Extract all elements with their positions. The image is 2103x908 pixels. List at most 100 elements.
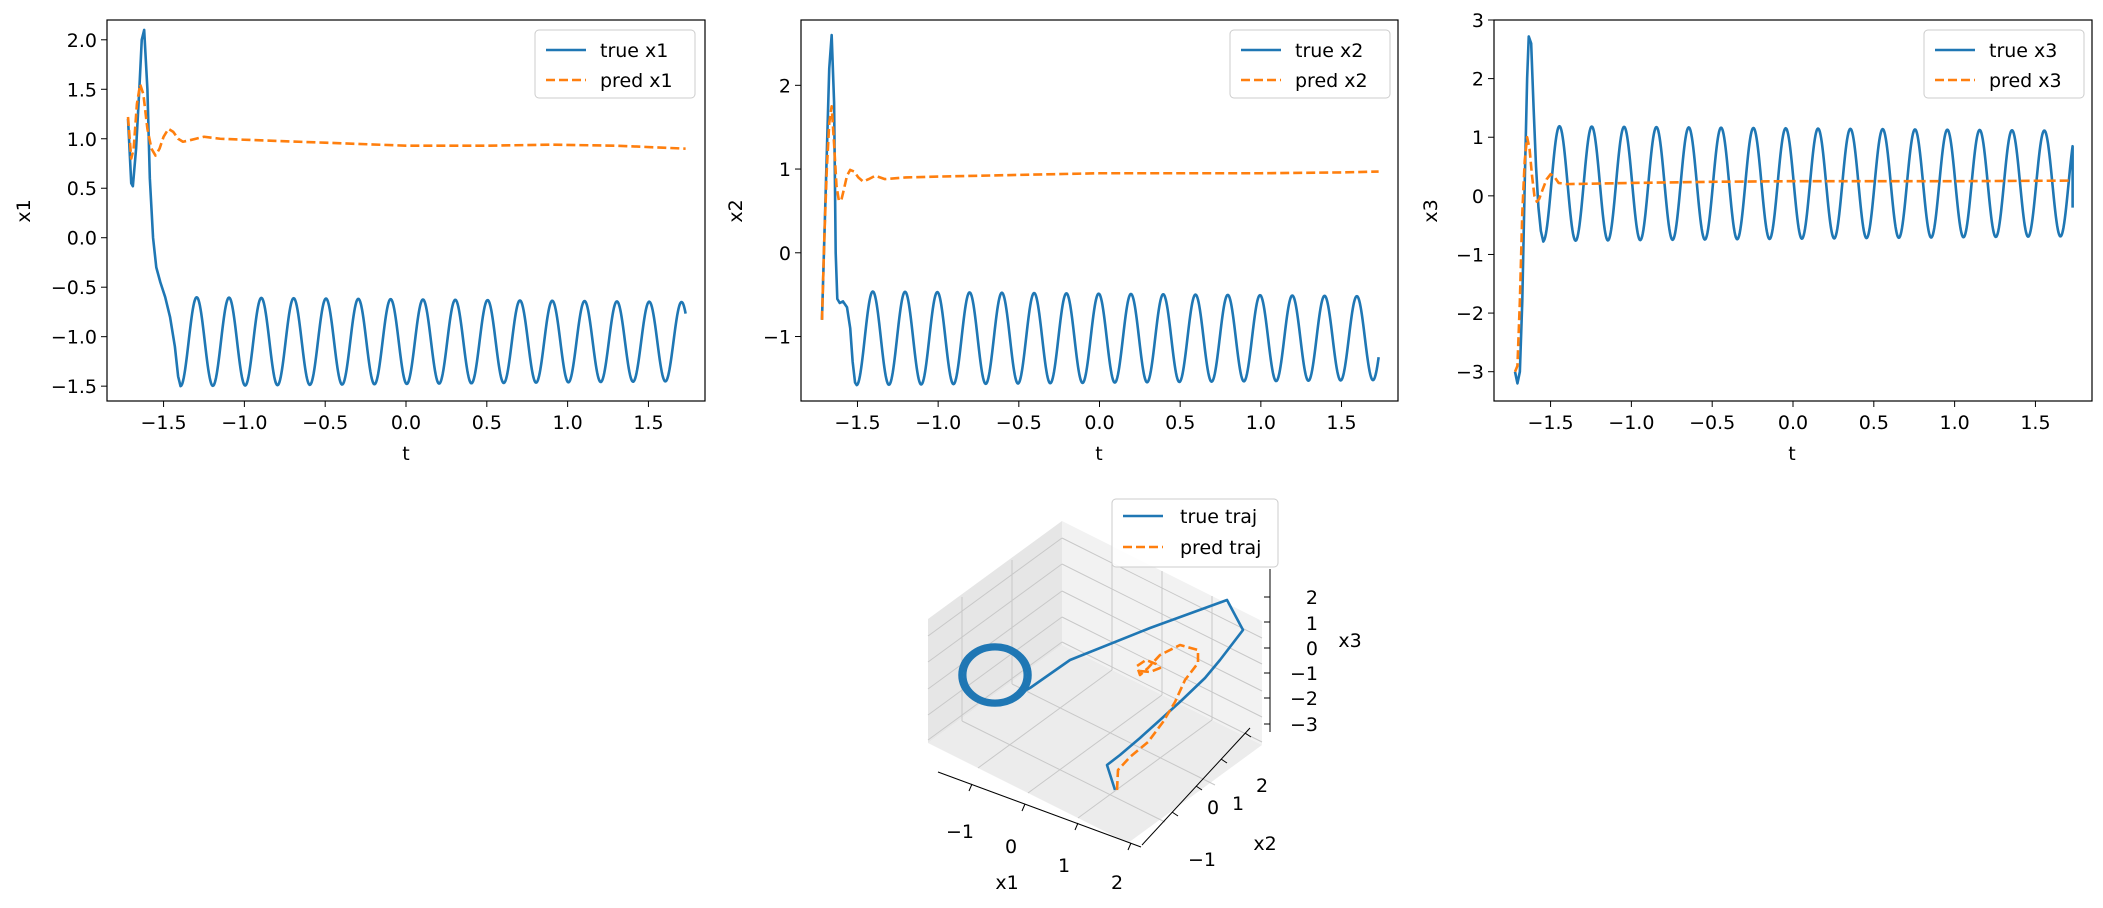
grid-lines [927,537,1263,823]
true-limit-cycle [963,647,1027,703]
x-tick-label: −1.5 [140,412,186,434]
grid-line [927,641,1063,741]
x2-axis-label: x2 [1253,833,1276,855]
y-tick-label: −3 [1456,362,1484,384]
x1-tick [1021,803,1026,812]
y-tick-label: 3 [1472,10,1484,32]
legend: true x1 pred x1 [534,29,696,99]
x3-tick-label: 1 [1306,613,1318,635]
x-tick-label: 1.0 [553,412,583,434]
x1-tick-label: 1 [1058,855,1070,877]
subplot-x3: −1.5 −1.0 −0.5 0.0 0.5 1.0 1.5 −3 −2 −1 0 1 2 3 t x3… [1420,10,2093,465]
x3-tick-label: −3 [1290,714,1318,736]
grid-line [927,590,1063,690]
y-tick-label: 1.0 [67,129,97,151]
grid-line [1077,719,1213,819]
y-tick-label: 1.5 [67,79,97,101]
legend: true traj pred traj [1111,498,1279,568]
true-transient-path [1007,598,1245,791]
y-tick-label: 0.5 [67,178,97,200]
y-tick-label: 1 [779,159,791,181]
x-tick-label: 0.0 [1084,412,1114,434]
x-tick-label: 0.0 [1778,412,1808,434]
y-tick-label: 0 [1472,186,1484,208]
grid-line [1027,694,1163,794]
x2-tick [1195,785,1203,791]
legend: true x3 pred x3 [1923,29,2085,99]
y-axis-label: x3 [1420,199,1442,222]
grid-line [961,720,1166,823]
x-axis-label: t [402,443,409,465]
x2-tick [1244,732,1252,738]
legend-pred-label: pred x3 [1989,70,2062,92]
true-series-line [126,28,687,388]
y-tick-label: 2.0 [67,30,97,52]
y-tick-label: −0.5 [51,277,97,299]
x-tick-label: −1.5 [1527,412,1573,434]
x-axis-label: t [1095,443,1102,465]
legend-true-label: true x1 [600,40,668,62]
x3-axis-label: x3 [1338,630,1361,652]
grid-line [1011,683,1216,786]
y-tick-label: −1 [1456,244,1484,266]
legend-true-label: true x2 [1295,40,1363,62]
x1-tick-label: −1 [946,821,974,843]
x1-tick [968,783,973,792]
subplot-x1: −1.5 −1.0 −0.5 0.0 0.5 1.0 1.5 −1.5 −1.0 −0.5 0.0… [13,19,706,465]
subplot-3d-trajectory: −1 0 1 2 x1 −1 0 1 2 x2 2 1 0 −1 −2 −3 x… [927,498,1362,894]
x-tick-label: 1.0 [1940,412,1970,434]
y-tick-label: −1.5 [51,376,97,398]
y-tick-label: 0 [779,243,791,265]
pred-trajectory [1115,643,1200,791]
true-series-line [820,33,1380,387]
x-tick-label: 0.5 [1859,412,1889,434]
y-axis-label: x2 [725,199,747,222]
x1-axis-label: x1 [995,872,1018,894]
x3-tick-label: −1 [1290,663,1318,685]
x-tick-label: −1.0 [1608,412,1654,434]
x-tick-label: 0.5 [472,412,502,434]
x-tick-label: 1.5 [2020,412,2050,434]
y-tick-label: 2 [1472,69,1484,91]
pred-series-line [1513,135,2073,373]
x3-tick-label: 0 [1306,638,1318,660]
x2-tick-label: −1 [1188,849,1216,871]
x-tick-label: 0.5 [1165,412,1195,434]
y-tick-label: 1 [1472,127,1484,149]
x-tick-label: −0.5 [996,412,1042,434]
legend-pred-label: pred x1 [600,70,673,92]
grid-line [927,537,1063,637]
legend-pred-label: pred x2 [1295,70,1368,92]
x-tick-label: 1.5 [633,412,663,434]
y-tick-label: −2 [1456,303,1484,325]
grid-line [1061,616,1263,718]
pred-series-line [126,83,686,160]
x1-tick-label: 2 [1111,872,1123,894]
x-tick-label: 1.0 [1246,412,1276,434]
x2-tick [1220,758,1228,764]
x3-tick-label: −2 [1290,688,1318,710]
x1-tick [1074,822,1079,831]
x-tick-label: 1.5 [1326,412,1356,434]
legend-true-label: true traj [1180,506,1257,528]
grid-line [1061,537,1263,639]
x2-tick-label: 1 [1232,793,1244,815]
x-tick-label: 0.0 [391,412,421,434]
x1-tick-label: 0 [1005,836,1017,858]
x2-tick-label: 0 [1207,797,1219,819]
true-trajectory [958,598,1245,791]
x-tick-label: −1.5 [834,412,880,434]
x-axis-label: t [1788,443,1795,465]
x-tick-label: −0.5 [1689,412,1735,434]
grid-line [1061,590,1263,692]
legend-true-label: true x3 [1989,40,2057,62]
x-tick-label: −0.5 [302,412,348,434]
true-limit-cycle [958,643,1032,707]
grid-line [927,616,1063,716]
subplot-x2: −1.5 −1.0 −0.5 0.0 0.5 1.0 1.5 −1 0 1 2 t x2 true… [725,19,1399,465]
x-tick-label: −1.0 [915,412,961,434]
y-tick-label: −1.0 [51,327,97,349]
true-series-line [1513,35,2074,385]
grid-line [927,563,1063,663]
grid-line [1061,641,1263,743]
